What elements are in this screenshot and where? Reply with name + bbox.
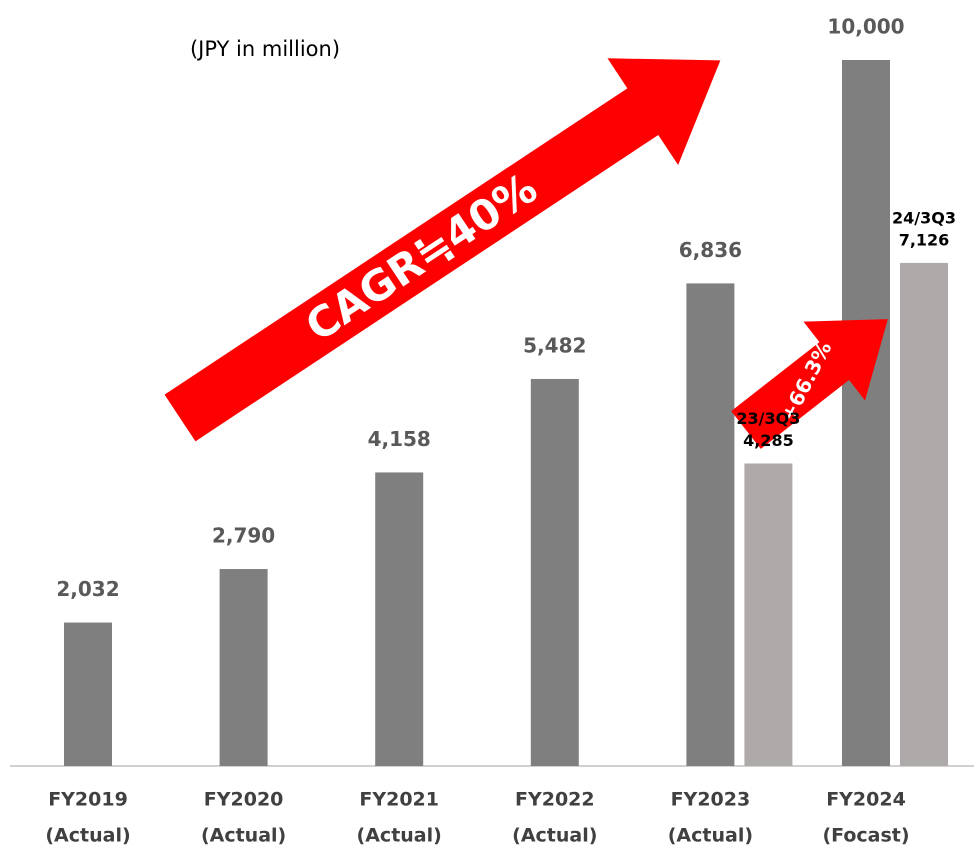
x-tick-label: FY2019: [48, 789, 128, 811]
x-tick-sublabel: (Actual): [512, 825, 597, 847]
bar: [686, 283, 735, 766]
x-tick-sublabel: (Actual): [668, 825, 753, 847]
cagr-arrow: CAGR≒40%: [164, 58, 721, 442]
value-label: 2,790: [212, 524, 275, 548]
x-tick-label: FY2021: [359, 789, 439, 811]
value-label: 5,482: [523, 333, 586, 357]
x-tick-label: FY2022: [515, 789, 595, 811]
value-label: 6,836: [679, 238, 742, 262]
value-label: 2,032: [56, 577, 119, 601]
x-tick-sublabel: (Actual): [45, 825, 130, 847]
period-label: 23/3Q3: [736, 409, 800, 428]
bar: [900, 262, 948, 766]
x-tick-label: FY2024: [826, 789, 906, 811]
cagr-label: CAGR≒40%: [297, 163, 546, 351]
x-tick-sublabel: (Actual): [201, 825, 286, 847]
value-label: 4,158: [368, 427, 431, 451]
bar: [842, 60, 890, 766]
bar: [744, 463, 793, 766]
period-label: 24/3Q3: [892, 208, 956, 227]
x-tick-label: FY2023: [671, 789, 751, 811]
x-tick-label: FY2020: [204, 789, 284, 811]
x-tick-sublabel: (Focast): [822, 825, 909, 847]
value-label: 10,000: [827, 15, 904, 39]
value-label: 4,285: [743, 431, 794, 450]
bars: [64, 60, 948, 766]
x-tick-sublabel: (Actual): [357, 825, 442, 847]
unit-note: (JPY in million): [190, 37, 340, 61]
bar: [530, 378, 579, 766]
bar: [64, 622, 112, 766]
bar: [219, 569, 268, 766]
value-label: 7,126: [899, 230, 950, 249]
bar: [375, 472, 424, 766]
